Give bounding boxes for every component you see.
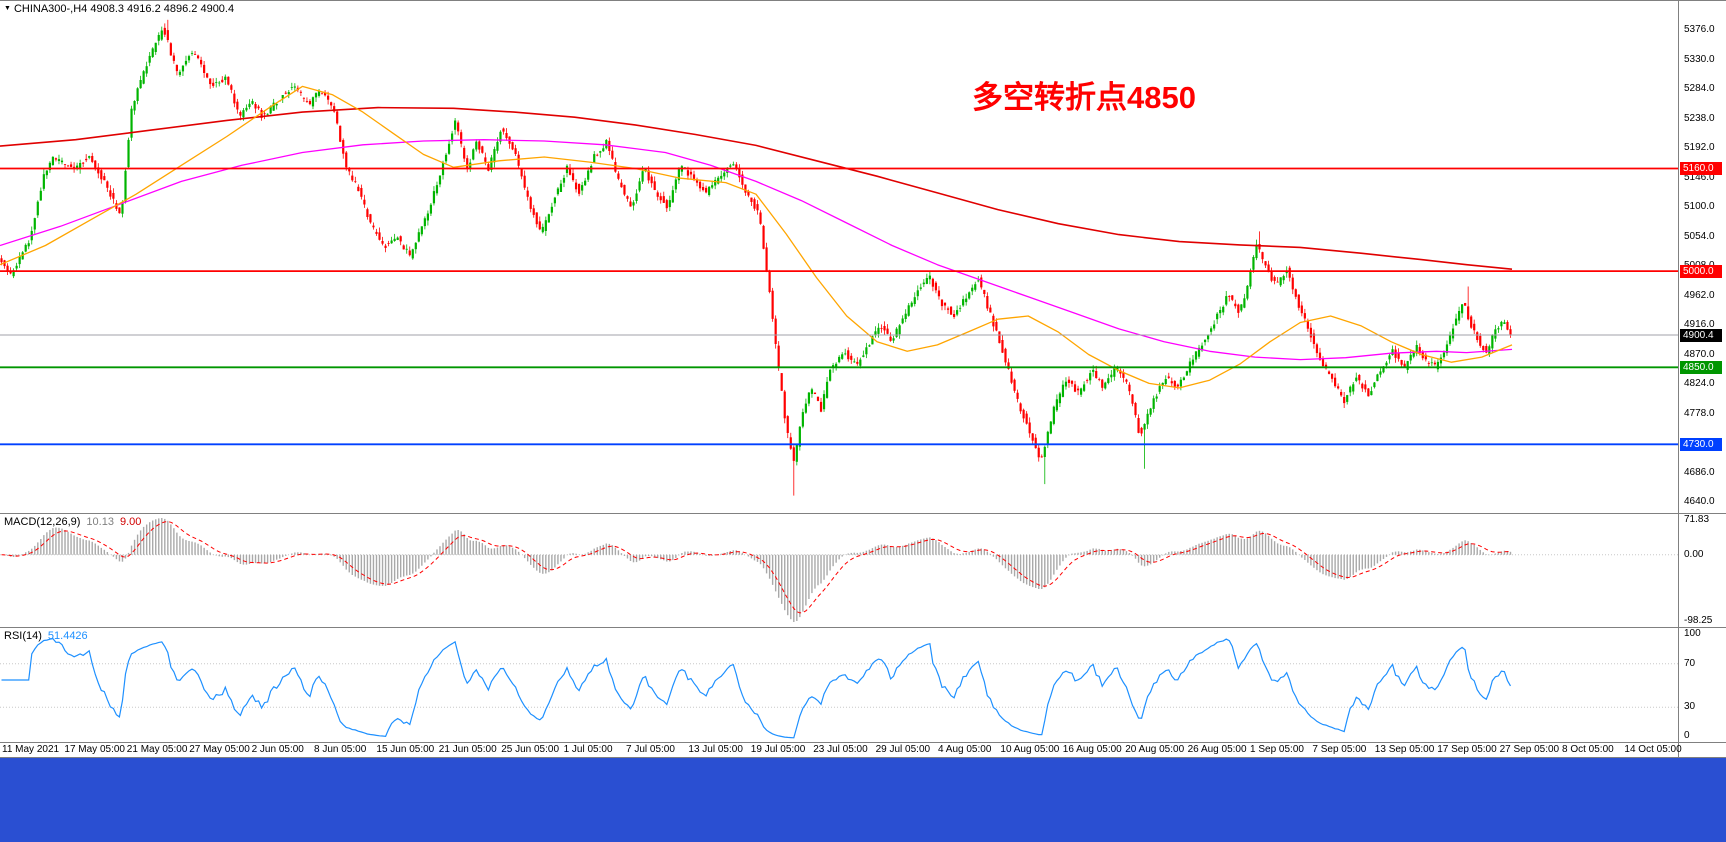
- time-axis-label: 2 Jun 05:00: [251, 744, 304, 755]
- time-axis-label: 16 Aug 05:00: [1062, 744, 1122, 755]
- macd-axis-zero: 0.00: [1684, 548, 1704, 560]
- price-axis-tick: 4962.0: [1684, 289, 1715, 301]
- time-axis-label: 8 Oct 05:00: [1562, 744, 1614, 755]
- price-axis-tick: 5330.0: [1684, 53, 1715, 65]
- time-axis-label: 14 Oct 05:00: [1624, 744, 1682, 755]
- macd-axis-min: -98.25: [1684, 615, 1713, 626]
- time-axis-label: 4 Aug 05:00: [938, 744, 992, 755]
- price-axis-tick: 5284.0: [1684, 83, 1715, 94]
- time-axis-label: 29 Jul 05:00: [875, 744, 931, 755]
- dropdown-arrow-icon: ▼: [4, 5, 11, 12]
- rsi-indicator-label: RSI(14) 51.4426: [4, 630, 88, 642]
- levels-layer: [0, 167, 1678, 446]
- time-axis-label: 26 Aug 05:00: [1187, 744, 1247, 755]
- rsi-axis-tick: 0: [1684, 730, 1690, 741]
- time-axis-label: 27 May 05:00: [189, 744, 250, 755]
- macd-signal-value: 9.00: [119, 516, 142, 528]
- price-axis-tick: 4686.0: [1684, 466, 1715, 478]
- time-axis-label: 8 Jun 05:00: [314, 744, 367, 755]
- panel-separators: [0, 0, 1726, 758]
- chart-canvas[interactable]: [0, 0, 1726, 758]
- time-axis-label: 15 Jun 05:00: [376, 744, 435, 755]
- price-axis-tick: 5146.0: [1684, 171, 1715, 183]
- price-axis-tick: 5192.0: [1684, 142, 1715, 153]
- time-axis-label: 25 Jun 05:00: [501, 744, 560, 755]
- annotation-text: 多空转折点4850: [972, 80, 1196, 115]
- time-axis-label: 19 Jul 05:00: [750, 744, 806, 755]
- fast-ma-line: [0, 85, 1513, 389]
- time-axis-label: 10 Aug 05:00: [1000, 744, 1060, 755]
- price-axis-tick: 4870.0: [1684, 348, 1715, 360]
- candles-layer: [0, 19, 1512, 496]
- level-price-tag: 4850.0: [1680, 360, 1722, 374]
- current-price-tag: 4900.4: [1680, 328, 1722, 342]
- time-axis-label: 1 Sep 05:00: [1250, 744, 1304, 755]
- macd-panel-layer: [0, 518, 1678, 622]
- price-axis-tick: 4778.0: [1684, 407, 1715, 419]
- macd-label-text: MACD(12,26,9): [4, 516, 81, 528]
- time-axis-label: 17 Sep 05:00: [1437, 744, 1497, 755]
- time-axis-label: 13 Sep 05:00: [1374, 744, 1435, 755]
- macd-main-value: 10.13: [86, 516, 114, 528]
- price-axis-tick: 5376.0: [1684, 24, 1715, 35]
- price-axis-tick: 4916.0: [1684, 319, 1715, 331]
- price-axis-tick: 4824.0: [1684, 378, 1715, 390]
- rsi-label-text: RSI(14): [4, 630, 42, 642]
- bottom-bar: [0, 758, 1726, 842]
- time-axis-label: 20 Aug 05:00: [1125, 744, 1185, 755]
- rsi-panel-layer: [0, 637, 1678, 739]
- rsi-axis-tick: 70: [1684, 657, 1696, 669]
- price-axis-tick: 5100.0: [1684, 201, 1715, 213]
- price-axis-tick: 5054.0: [1684, 230, 1715, 242]
- moving-averages-layer: [0, 85, 1513, 389]
- level-price-tag: 5160.0: [1680, 162, 1722, 176]
- time-axis-label: 13 Jul 05:00: [688, 744, 743, 755]
- macd-axis-max: 71.83: [1684, 514, 1710, 525]
- time-axis-label: 7 Sep 05:00: [1312, 744, 1367, 755]
- level-price-tag: 5000.0: [1680, 264, 1722, 278]
- time-axis-label: 23 Jul 05:00: [813, 744, 868, 755]
- symbol-title: ▼ CHINA300-,H4 4908.3 4916.2 4896.2 4900.…: [4, 3, 234, 15]
- rsi-axis-tick: 30: [1684, 701, 1696, 713]
- macd-indicator-label: MACD(12,26,9) 10.13 9.00: [4, 516, 141, 528]
- rsi-value: 51.4426: [47, 630, 88, 642]
- price-axis-tick: 5238.0: [1684, 112, 1715, 124]
- price-axis-tick: 4640.0: [1684, 496, 1715, 508]
- time-axis-label: 7 Jul 05:00: [626, 744, 675, 755]
- level-price-tag: 4730.0: [1680, 437, 1722, 451]
- mid-ma-line: [0, 139, 1513, 361]
- time-axis-label: 1 Jul 05:00: [563, 744, 613, 755]
- time-axis-label: 27 Sep 05:00: [1499, 744, 1560, 755]
- time-axis-label: 17 May 05:00: [64, 744, 125, 755]
- time-axis-label: 11 May 2021: [2, 744, 60, 755]
- time-axis-label: 21 May 05:00: [126, 744, 188, 755]
- symbol-ohlc-text: CHINA300-,H4 4908.3 4916.2 4896.2 4900.4: [13, 3, 235, 15]
- rsi-axis-tick: 100: [1684, 628, 1701, 639]
- time-axis-label: 21 Jun 05:00: [438, 744, 497, 755]
- slow-ma-line: [0, 106, 1513, 270]
